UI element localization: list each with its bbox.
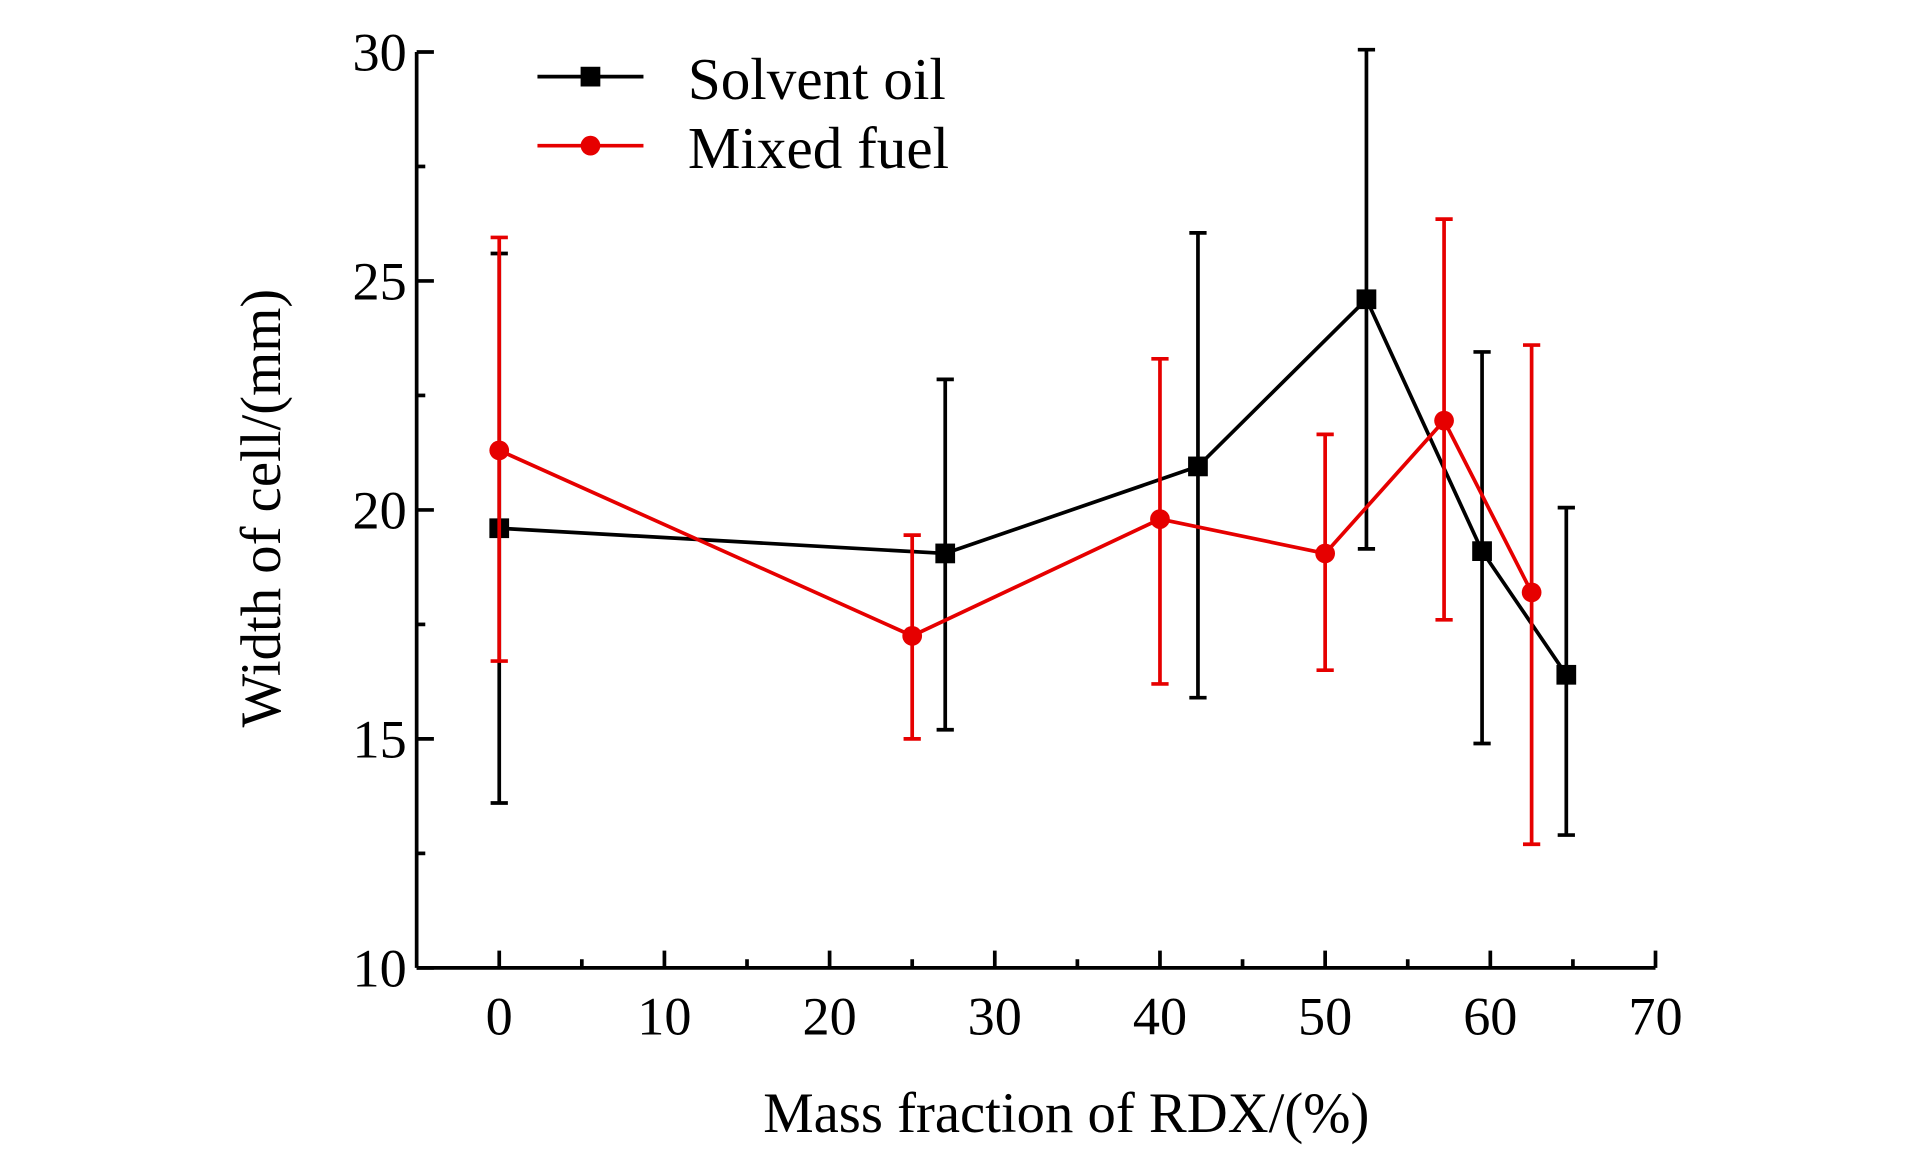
y-tick-label: 30 (353, 22, 407, 82)
x-tick-label: 50 (1298, 986, 1352, 1046)
axes: 0 10 20 30 40 50 60 70 10 15 20 25 30 (353, 22, 1683, 1046)
y-tick-label: 10 (353, 938, 407, 998)
legend-marker (580, 66, 601, 87)
y-tick-label: 20 (353, 480, 407, 540)
legend-label: Solvent oil (688, 46, 946, 112)
y-tick-label: 25 (353, 251, 407, 311)
legend-marker (580, 135, 601, 156)
legend-label: Mixed fuel (688, 115, 949, 181)
data-point (1556, 664, 1577, 685)
series-solvent-oil (489, 47, 1577, 837)
data-point (1188, 456, 1208, 477)
x-tick-label: 10 (637, 986, 691, 1046)
x-tick-label: 30 (968, 986, 1022, 1046)
x-tick-label: 70 (1628, 986, 1682, 1046)
series-line (498, 417, 1534, 638)
data-point (489, 440, 510, 461)
series-mixed-fuel (489, 217, 1542, 847)
data-point (902, 625, 923, 646)
data-point (1315, 543, 1336, 564)
data-point (1521, 582, 1542, 603)
data-point (1434, 410, 1454, 431)
data-point (1356, 289, 1377, 310)
y-axis-label: Width of cell/(mm) (230, 289, 293, 727)
legend-item: Solvent oil (537, 46, 946, 112)
legend-item: Mixed fuel (537, 115, 949, 181)
x-tick-label: 40 (1133, 986, 1187, 1046)
data-point (935, 543, 956, 564)
x-tick-label: 60 (1463, 986, 1517, 1046)
data-point (1150, 509, 1170, 529)
x-axis-label: Mass fraction of RDX/(%) (763, 1082, 1369, 1145)
y-tick-label: 15 (353, 709, 407, 769)
series-layer (489, 47, 1577, 847)
x-tick-label: 20 (802, 986, 856, 1046)
series-line (499, 296, 1568, 676)
x-tick-label: 0 (486, 986, 513, 1046)
data-point (1472, 541, 1492, 561)
